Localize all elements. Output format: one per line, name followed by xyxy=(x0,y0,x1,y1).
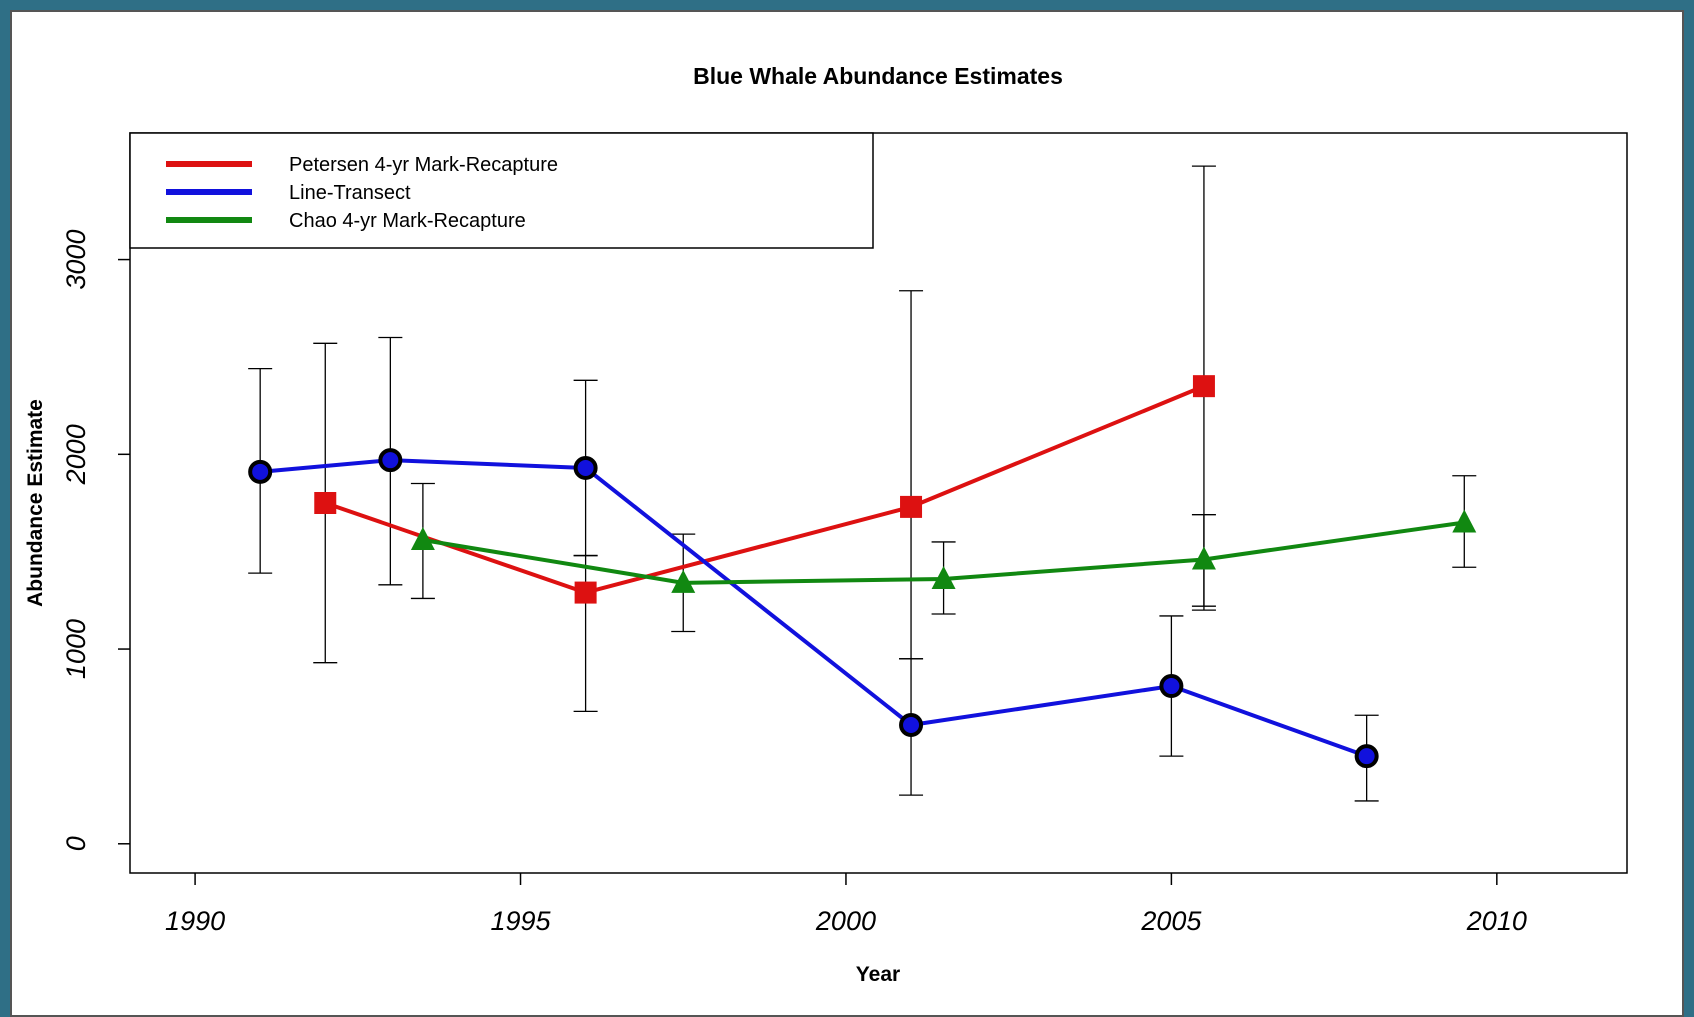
data-point-triangle xyxy=(931,565,956,589)
y-tick-label: 3000 xyxy=(61,230,91,290)
data-point-circle xyxy=(378,448,403,473)
data-point-triangle xyxy=(1191,546,1216,570)
chart-title: Blue Whale Abundance Estimates xyxy=(693,63,1063,89)
y-tick-label: 0 xyxy=(61,836,91,851)
data-point-circle xyxy=(573,455,598,480)
data-point-square xyxy=(900,495,923,518)
data-point-triangle xyxy=(410,527,435,550)
legend-label: Chao 4-yr Mark-Recapture xyxy=(289,210,526,232)
data-point-triangle xyxy=(671,569,696,593)
data-point-circle xyxy=(248,459,273,484)
y-tick-label: 2000 xyxy=(61,424,91,485)
y-tick-label: 1000 xyxy=(61,619,91,679)
data-point-circle xyxy=(1159,674,1184,699)
data-point-square xyxy=(314,492,337,514)
legend-box xyxy=(129,132,874,249)
plot-area xyxy=(129,132,1628,874)
data-point-circle xyxy=(899,713,924,737)
x-tick-label: 2000 xyxy=(815,906,876,936)
data-point-circle xyxy=(1354,744,1379,769)
series-layer xyxy=(248,165,1477,802)
legend-label: Petersen 4-yr Mark-Recapture xyxy=(289,154,558,176)
legend: Petersen 4-yr Mark-Recapture Line-Transec… xyxy=(129,132,874,249)
y-axis-label: Abundance Estimate xyxy=(24,399,47,607)
x-axis-label: Year xyxy=(856,963,900,986)
x-tick-label: 2005 xyxy=(1140,906,1202,936)
x-tick-label: 1990 xyxy=(165,906,225,936)
data-point-square xyxy=(574,581,597,604)
error-bars-2 xyxy=(410,475,1477,633)
data-point-square xyxy=(1192,375,1215,398)
x-tick-label: 1995 xyxy=(490,906,551,936)
legend-label: Line-Transect xyxy=(289,182,411,204)
x-tick-label: 2010 xyxy=(1466,906,1527,936)
data-point-triangle xyxy=(1452,509,1477,533)
series-line-0 xyxy=(324,384,1205,595)
axes: 1990 1995 2000 2005 2010 0 1000 2000 3000 xyxy=(61,230,1527,936)
series-line-1 xyxy=(259,458,1368,759)
